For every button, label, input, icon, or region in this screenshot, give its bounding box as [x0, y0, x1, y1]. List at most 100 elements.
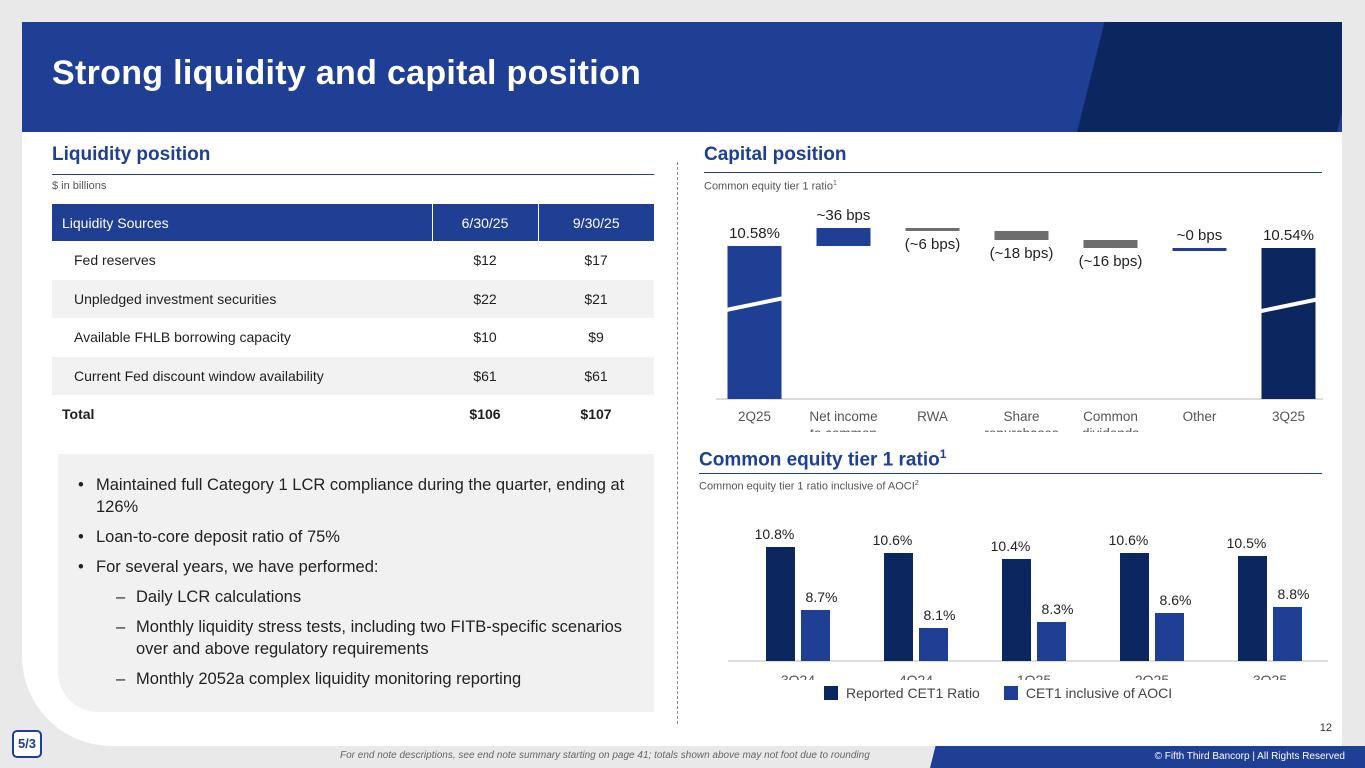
cet1-category-label: 1Q25: [1017, 672, 1051, 680]
total-value-q2: $106: [469, 406, 501, 423]
waterfall-value-label: ~36 bps: [817, 207, 871, 224]
cet1-subtitle-sup: 2: [914, 480, 919, 487]
bullet-item: Loan-to-core deposit ratio of 75%: [78, 526, 636, 548]
legend-item-aoci: CET1 inclusive of AOCI: [1003, 685, 1172, 701]
capital-waterfall-chart: 10.58% 2Q25 ~36 bps Net income to common (~6 …: [716, 207, 1323, 432]
liquidity-table: Liquidity Sources 6/30/25 9/30/25 Fed re…: [52, 204, 654, 434]
waterfall-value-label: ~0 bps: [1177, 227, 1222, 244]
cet1-heading-sup: 1: [939, 447, 947, 461]
capital-heading: Capital position: [704, 144, 847, 165]
waterfall-bar: [816, 228, 871, 246]
row-value-q2: $22: [432, 279, 538, 318]
waterfall-category-label: Other: [1183, 409, 1217, 424]
capital-subtitle-text: Common equity tier 1 ratio: [704, 180, 833, 193]
row-value-q3: $17: [584, 252, 608, 269]
cet1-aoci-bar: [919, 628, 948, 661]
total-value-q3: $107: [580, 406, 612, 423]
cet1-value-label: 8.8%: [1278, 586, 1310, 602]
waterfall-value-label: 10.58%: [729, 225, 780, 242]
cet1-value-label: 10.6%: [873, 532, 913, 548]
waterfall-value-label: (~16 bps): [1079, 253, 1143, 270]
capital-subtitle-sup: 1: [833, 180, 837, 187]
copyright: © Fifth Third Bancorp | All Rights Reser…: [1154, 751, 1345, 762]
cet1-aoci-bar: [1037, 622, 1066, 661]
row-label: Available FHLB borrowing capacity: [74, 329, 291, 346]
cet1-legend: Reported CET1 Ratio CET1 inclusive of AO…: [824, 685, 1172, 701]
cet1-subtitle: Common equity tier 1 ratio inclusive of …: [699, 480, 919, 493]
waterfall-category-label: dividends: [1082, 426, 1139, 432]
cet1-aoci-bar: [1273, 607, 1302, 661]
waterfall-category-label: Net income: [809, 409, 877, 424]
waterfall-bar: [727, 246, 782, 399]
cet1-rule: [699, 473, 1322, 474]
page-title: Strong liquidity and capital position: [52, 54, 642, 92]
liquidity-rule: [52, 174, 654, 175]
row-label: Fed reserves: [74, 252, 156, 269]
legend-item-reported: Reported CET1 Ratio: [824, 685, 980, 701]
cet1-reported-bar: [766, 547, 795, 661]
table-row: Current Fed discount window availability…: [52, 356, 654, 395]
waterfall-category-label: Common: [1083, 409, 1138, 424]
liquidity-table-body: Fed reserves $12 $17 Unpledged investment s…: [52, 241, 654, 434]
capital-rule: [704, 172, 1322, 173]
cet1-category-label: 3Q25: [1253, 672, 1287, 680]
bullet-item: Maintained full Category 1 LCR complianc…: [78, 474, 636, 518]
waterfall-bar: [1261, 248, 1316, 399]
waterfall-category-label: repurchases: [984, 426, 1059, 432]
table-header-row: Liquidity Sources 6/30/25 9/30/25: [52, 204, 654, 241]
title-banner: Strong liquidity and capital position: [22, 22, 1342, 132]
sub-bullet-item: Monthly liquidity stress tests, includin…: [78, 616, 636, 660]
bullet-item: For several years, we have performed:: [78, 556, 636, 578]
waterfall-category-label: 3Q25: [1272, 409, 1305, 424]
cet1-reported-bar: [1002, 559, 1031, 661]
page-number: 12: [1319, 722, 1332, 734]
legend-swatch-aoci: [1003, 686, 1018, 700]
col-header-q3: 9/30/25: [537, 204, 654, 241]
col-header-sources: Liquidity Sources: [52, 204, 432, 241]
row-value-q2: $12: [473, 252, 497, 269]
cet1-heading: Common equity tier 1 ratio1: [699, 447, 946, 471]
waterfall-bar: [1172, 248, 1227, 251]
cet1-value-label: 8.3%: [1042, 601, 1074, 617]
waterfall-category-label: 2Q25: [738, 409, 771, 424]
axis-break-marker: [1259, 297, 1318, 314]
row-value-q3: $21: [538, 279, 654, 318]
row-label: Current Fed discount window availability: [52, 356, 432, 395]
liquidity-subtitle: $ in billions: [52, 180, 107, 192]
sub-bullet-item: Monthly 2052a complex liquidity monitori…: [78, 668, 636, 690]
footer-note: For end note descriptions, see end note …: [340, 750, 870, 761]
cet1-value-label: 10.5%: [1227, 535, 1267, 551]
row-value-q3: $9: [588, 329, 604, 346]
cet1-reported-bar: [1120, 553, 1149, 661]
waterfall-value-label: (~18 bps): [990, 245, 1054, 262]
fifth-third-logo-icon: 5/3: [12, 730, 42, 758]
cet1-value-label: 8.1%: [924, 607, 956, 623]
cet1-value-label: 10.6%: [1109, 532, 1149, 548]
cet1-category-label: 4Q24: [899, 672, 933, 680]
waterfall-value-label: 10.54%: [1263, 227, 1314, 244]
waterfall-value-label: (~6 bps): [905, 236, 960, 253]
legend-label-reported: Reported CET1 Ratio: [846, 685, 980, 701]
col-header-q2: 6/30/25: [431, 204, 538, 241]
cet1-value-label: 10.4%: [991, 538, 1031, 554]
waterfall-category-label: to common: [810, 426, 877, 432]
cet1-reported-bar: [884, 553, 913, 661]
cet1-value-label: 8.7%: [806, 589, 838, 605]
table-row: Unpledged investment securities $22 $21: [52, 279, 654, 318]
row-value-q2: $10: [473, 329, 497, 346]
slide: Strong liquidity and capital position Li…: [22, 22, 1342, 746]
cet1-value-label: 10.8%: [755, 526, 795, 542]
cet1-value-label: 8.6%: [1160, 592, 1192, 608]
waterfall-bar: [905, 228, 960, 231]
waterfall-bar: [1083, 240, 1138, 248]
cet1-category-label: 2Q25: [1135, 672, 1169, 680]
cet1-heading-text: Common equity tier 1 ratio: [699, 449, 940, 471]
table-row: Available FHLB borrowing capacity $10 $9: [52, 318, 654, 357]
cet1-reported-bar: [1238, 556, 1267, 661]
waterfall-category-label: RWA: [917, 409, 948, 424]
banner-accent: [1077, 22, 1342, 132]
total-label: Total: [62, 406, 95, 423]
liquidity-heading: Liquidity position: [52, 144, 211, 165]
axis-break-marker: [725, 296, 784, 313]
sub-bullet-item: Daily LCR calculations: [78, 586, 636, 608]
